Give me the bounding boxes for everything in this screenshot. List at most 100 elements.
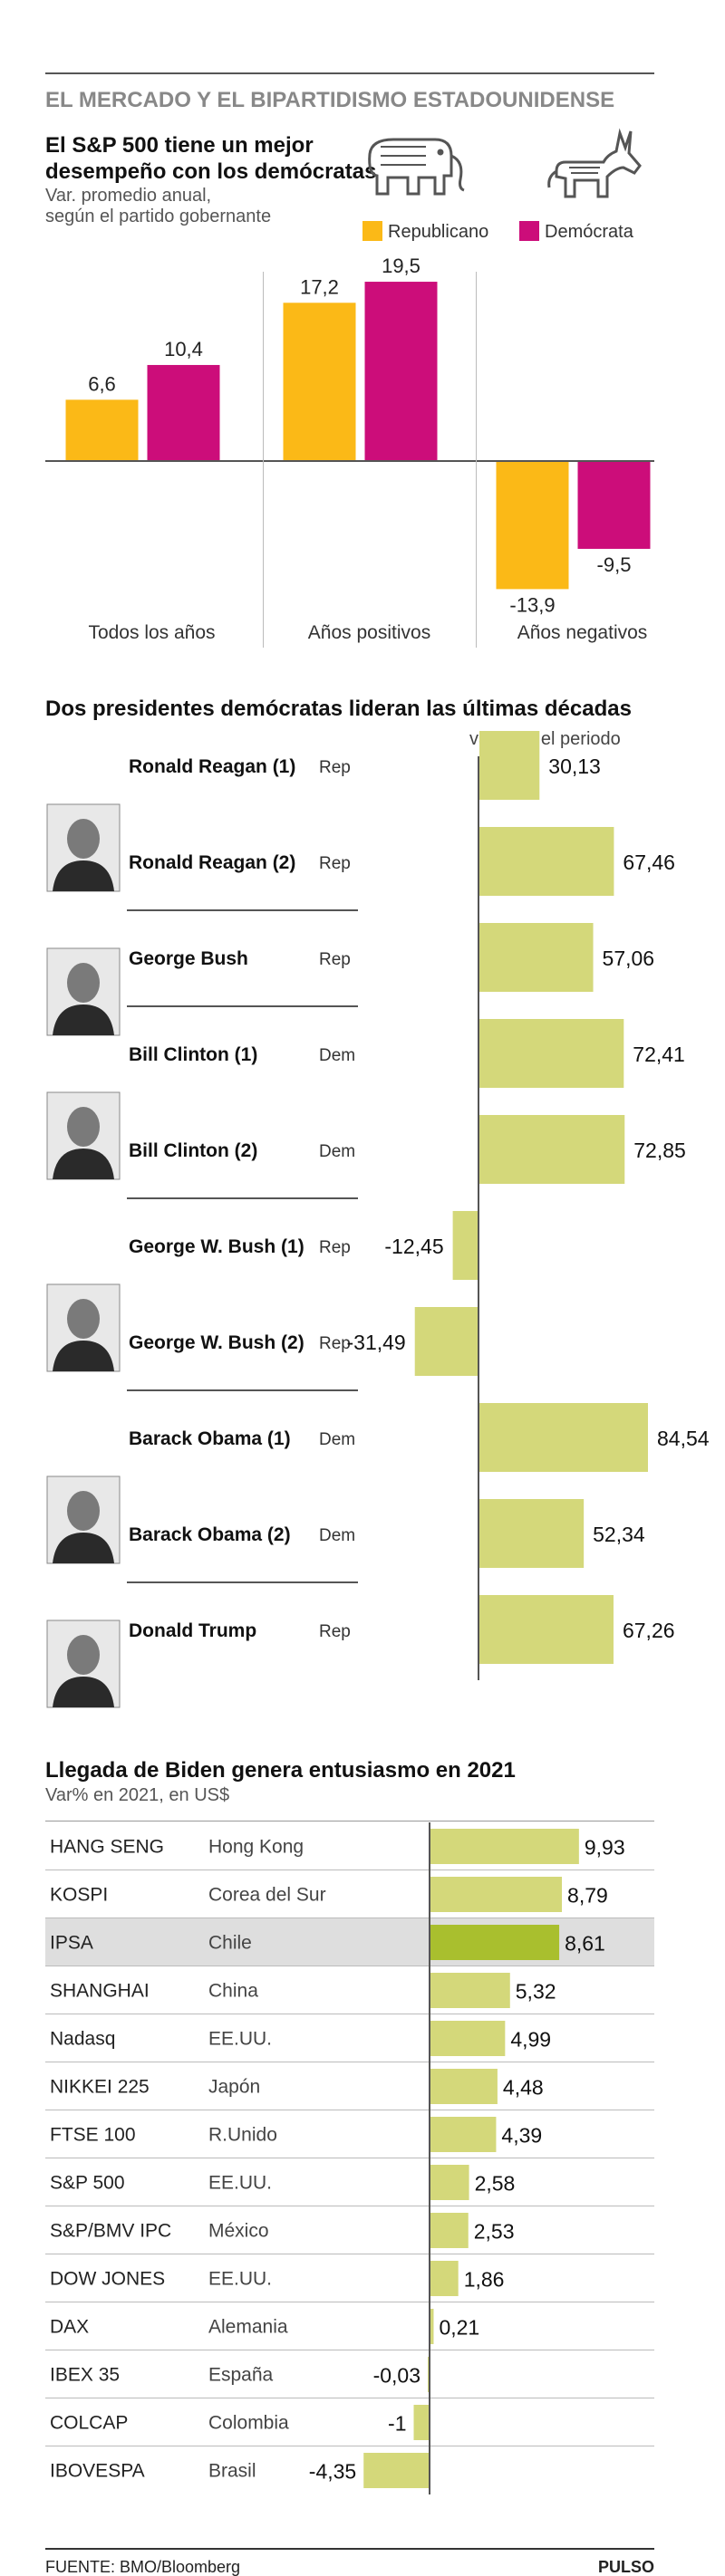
portrait-head <box>67 1299 100 1339</box>
legend-label-republican: Republicano <box>388 222 488 242</box>
party-chart-subtitle-line-2: según el partido gobernante <box>45 207 271 226</box>
index-bar <box>430 1925 560 1960</box>
party-chart-title-line-2: desempeño con los demócratas <box>45 159 376 184</box>
portrait-shoulders <box>53 1004 114 1035</box>
president-party: Rep <box>319 854 351 873</box>
legend-label-democrat: Demócrata <box>545 222 634 242</box>
index-bar <box>430 1877 563 1912</box>
index-bar <box>430 2309 434 2344</box>
president-name: Bill Clinton (1) <box>129 1044 257 1065</box>
header-rule <box>45 72 654 74</box>
footer: FUENTE: BMO/Bloomberg PULSO <box>45 2548 654 2576</box>
portrait-obama <box>46 1475 121 1564</box>
presidents-row-separator <box>127 909 358 911</box>
presidents-rows: Ronald Reagan (1) Rep Ronald Reagan (2) Rep… <box>127 756 358 1641</box>
party-category-label: Todos los años <box>88 622 215 643</box>
portrait-head <box>67 819 100 859</box>
president-name: Barack Obama (1) <box>129 1428 291 1449</box>
president-bar <box>452 1211 478 1280</box>
president-bar <box>479 731 540 800</box>
presidents-row-separator <box>127 1581 358 1583</box>
party-chart-bars <box>65 282 651 590</box>
index-name: S&P/BMV IPC <box>50 2221 171 2242</box>
index-value-label: -4,35 <box>309 2460 356 2484</box>
index-bar <box>430 2261 459 2296</box>
president-name: Donald Trump <box>129 1620 256 1641</box>
presidents-bars: 30,13 67,46 57,06 72,41 72,85 -12,45 -31,49 84,… <box>347 731 710 1680</box>
president-name: George W. Bush (2) <box>129 1332 304 1353</box>
index-bar <box>413 2405 429 2440</box>
party-chart-zero-line <box>45 460 654 462</box>
presidents-chart-title: Dos presidentes demócratas lideran las ú… <box>45 697 632 721</box>
president-row: Donald Trump Rep <box>129 1620 351 1641</box>
party-bar-value-label: 19,5 <box>382 255 420 277</box>
portrait-head <box>67 1635 100 1675</box>
index-bar <box>430 1973 510 2008</box>
presidents-axis <box>478 756 479 1680</box>
president-row: George W. Bush (1) Rep <box>129 1236 351 1257</box>
index-value-label: 8,79 <box>567 1884 608 1908</box>
index-value-label: 4,99 <box>510 2028 551 2052</box>
president-party: Dem <box>319 1430 355 1449</box>
index-value-label: 2,58 <box>475 2172 516 2196</box>
party-legend: Republicano Demócrata <box>362 221 634 242</box>
president-value-label: -31,49 <box>347 1331 406 1354</box>
party-category-label: Años negativos <box>517 622 648 643</box>
republican-bar <box>65 399 139 460</box>
presidents-chart: Dos presidentes demócratas lideran las ú… <box>45 697 710 1708</box>
index-row: FTSE 100 R.Unido 4,39 <box>45 2117 654 2158</box>
index-name: HANG SENG <box>50 1837 164 1858</box>
header: EL MERCADO Y EL BIPARTIDISMO ESTADOUNIDE… <box>45 72 654 112</box>
index-name: SHANGHAI <box>50 1981 150 2002</box>
presidents-row-separator <box>127 1389 358 1391</box>
index-name: FTSE 100 <box>50 2125 136 2146</box>
index-name: DOW JONES <box>50 2269 165 2290</box>
portrait-shoulders <box>53 1677 114 1707</box>
index-bar <box>430 2021 506 2056</box>
footer-source: FUENTE: BMO/Bloomberg <box>45 2558 240 2576</box>
party-bar-value-label: -9,5 <box>597 553 632 576</box>
index-country: EE.UU. <box>208 2029 272 2050</box>
index-name: Nadasq <box>50 2029 115 2050</box>
party-bar-value-label: 17,2 <box>300 275 339 298</box>
index-bar <box>428 2357 429 2392</box>
democrat-bar <box>147 364 220 460</box>
index-name: S&P 500 <box>50 2173 125 2194</box>
index-country: España <box>208 2365 274 2386</box>
index-country: Hong Kong <box>208 1837 304 1858</box>
president-party: Rep <box>319 950 351 969</box>
index-row: IPSA Chile 8,61 <box>45 1918 654 1966</box>
party-chart-value-labels: 6,6 10,4 17,2 19,5 -13,9 -9,5 <box>88 255 631 616</box>
indices-chart-subtitle: Var% en 2021, en US$ <box>45 1785 229 1805</box>
index-name: IBEX 35 <box>50 2365 120 2386</box>
republican-bar <box>283 303 356 460</box>
portrait-trump <box>46 1620 121 1708</box>
portrait-reagan <box>46 803 121 892</box>
index-bar <box>430 2165 469 2200</box>
party-bar-value-label: 6,6 <box>88 372 116 395</box>
party-chart: El S&P 500 tiene un mejor desempeño con … <box>45 128 654 648</box>
index-bar <box>430 2069 498 2104</box>
index-row: IBOVESPA Brasil -4,35 <box>50 2453 429 2488</box>
portrait-shoulders <box>53 1341 114 1371</box>
index-bar <box>430 2117 497 2152</box>
index-bar <box>363 2453 429 2488</box>
index-country: R.Unido <box>208 2125 277 2146</box>
index-row: NIKKEI 225 Japón 4,48 <box>45 2069 654 2110</box>
portrait-shoulders <box>53 860 114 891</box>
president-bar <box>479 827 614 896</box>
president-value-label: 72,85 <box>633 1139 686 1162</box>
portrait-head <box>67 1491 100 1531</box>
index-name: NIKKEI 225 <box>50 2077 150 2098</box>
indices-rows: HANG SENG Hong Kong 9,93 KOSPI Corea del Sur… <box>45 1822 654 2494</box>
index-row-highlight <box>45 1918 654 1966</box>
index-value-label: -0,03 <box>373 2364 420 2388</box>
president-bar <box>479 1499 585 1568</box>
index-name: IBOVESPA <box>50 2461 145 2482</box>
president-party: Rep <box>319 1238 351 1257</box>
president-value-label: 67,26 <box>623 1619 675 1642</box>
index-row: SHANGHAI China 5,32 <box>45 1973 654 2014</box>
president-party: Rep <box>319 1622 351 1641</box>
indices-chart: Llegada de Biden genera entusiasmo en 20… <box>45 1758 654 2494</box>
